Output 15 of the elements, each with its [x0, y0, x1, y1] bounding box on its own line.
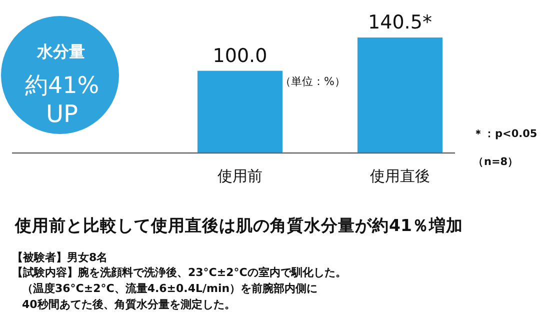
text: （温度36°C±2°C、流量4.6±0.4L/min）を前腕部内側に	[22, 282, 318, 295]
text: 40秒間あてた後、角質水分量を測定した。	[22, 298, 236, 311]
text: 約41%	[24, 73, 100, 99]
text: 【被験者】男女8名	[12, 251, 108, 264]
x-tick-label: 使用直後	[370, 167, 430, 185]
annotation: （単位：%）	[280, 75, 346, 88]
text: 水分量	[36, 42, 85, 61]
x-tick-label: 使用前	[218, 167, 262, 185]
annotation: ＊：p<0.05	[473, 128, 538, 140]
data-label: 100.0	[212, 44, 268, 67]
text: （n=8）	[473, 156, 519, 168]
text: 【試験内容】腕を洗顔料で洗浄後、23°C±2°Cの室内で馴化した。	[12, 266, 346, 279]
text: UP	[46, 100, 78, 128]
data-label: 140.5*	[368, 12, 432, 34]
text: 使用前と比較して使用直後は肌の角質水分量が約41％増加	[14, 215, 463, 235]
